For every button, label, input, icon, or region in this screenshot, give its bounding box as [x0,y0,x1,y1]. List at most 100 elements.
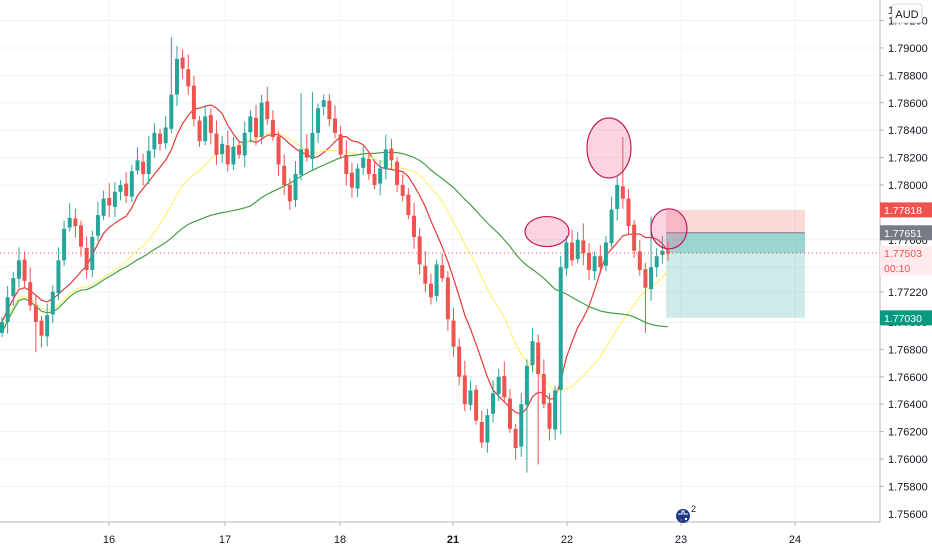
economic-event-flag-icon[interactable]: 2 [676,504,696,523]
candle-body [445,277,450,320]
price-tags: 1.77818 1.77651 1.77503 00:10 1.77030 [880,202,932,326]
candle-body [507,398,512,429]
annotation-ellipses[interactable] [524,117,688,250]
price-tick-label: 1.78800 [888,70,928,82]
candle-body [479,421,484,443]
candle-body [304,148,309,158]
event-count: 2 [691,504,696,514]
candle-body [84,247,89,270]
candle-body [541,374,546,405]
candles [0,36,670,473]
price-tag [880,245,932,261]
candle-body [197,120,202,142]
candle-body [361,157,366,168]
candle-body [603,242,608,266]
price-tick-label: 1.75800 [888,481,928,493]
candle-body [124,183,129,196]
candle-body [152,132,157,150]
time-tick-label: 16 [103,534,115,546]
candle-body [632,224,637,251]
candle-body [112,191,117,207]
annotation-ellipse [524,215,570,248]
candle-body [299,149,304,175]
candle-body [649,267,654,290]
candle-body [22,259,27,281]
time-tick-label: 17 [219,534,231,546]
candle-body [558,267,563,390]
candle-body [62,228,67,261]
candle-body [73,218,78,227]
candle-body [462,375,467,405]
candle-body [265,101,270,120]
candle-body [440,265,445,279]
candle-body [174,58,179,95]
candle-body [383,149,388,170]
candle-body [349,172,354,188]
candle-body [519,404,524,447]
candle-body [338,134,343,155]
candle-body [129,171,134,197]
candle-body [564,242,569,269]
time-axis[interactable] [0,522,932,550]
candle-body [592,256,597,272]
candle-body [248,116,253,133]
candle-body [310,132,315,159]
candle-body [321,100,326,107]
candle-body [220,143,225,155]
candle-body [118,184,123,192]
candle-body [50,291,55,315]
price-tag [880,225,932,241]
candle-body [158,133,163,144]
candle-body [191,85,196,120]
price-axis-ticks: 1.792001.790001.788001.786001.784001.782… [880,5,928,521]
candle-body [270,119,275,138]
candle-body [101,198,106,216]
position-box[interactable] [666,209,805,318]
price-tag [880,310,932,326]
candle-body [581,240,586,254]
candle-body [366,158,371,174]
candle-body [0,321,4,333]
candle-body [293,174,298,201]
candle-body [56,260,61,294]
candle-body [666,251,670,254]
candle-body [5,297,10,322]
price-tag-label: 1.77651 [884,228,922,240]
candle-body [316,108,321,133]
candle-body [45,315,50,337]
candle-body [259,102,264,138]
candle-body [395,161,400,185]
candle-body [180,57,185,69]
candle-body [502,376,507,398]
currency-badge[interactable]: AUD [891,3,923,24]
price-tick-label: 1.76000 [888,454,928,466]
candle-body [654,256,659,268]
candle-body [586,252,591,270]
candle-body [491,393,496,414]
candle-body [451,320,456,347]
price-tag-label: 1.77030 [884,313,922,325]
open-profit-zone [666,232,805,254]
candle-body [355,168,360,189]
candle-body [434,264,439,296]
price-tick-label: 1.77220 [888,287,928,299]
candle-body [33,305,38,322]
candle-body [536,342,541,375]
candle-body [107,197,112,206]
time-tick-label: 24 [789,534,801,546]
price-tick-label: 1.78200 [888,153,928,165]
candle-body [186,69,191,87]
time-tick-label: 22 [561,534,573,546]
price-tick-label: 1.76800 [888,344,928,356]
price-tick-label: 1.76600 [888,372,928,384]
candle-body [237,145,242,155]
price-tag-label: 1.77818 [884,205,922,217]
candle-body [28,282,33,306]
candle-body [609,209,614,244]
candle-body [169,94,174,129]
candle-body [496,376,501,394]
candle-body [485,415,490,443]
